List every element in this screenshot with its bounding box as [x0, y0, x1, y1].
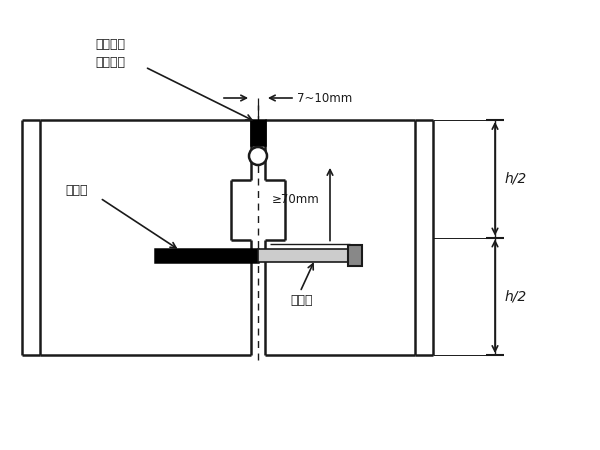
Circle shape: [249, 147, 267, 165]
Bar: [258, 248, 355, 261]
Text: 背村已条: 背村已条: [95, 55, 125, 68]
Text: 灌填缝料: 灌填缝料: [95, 39, 125, 51]
Text: h/2: h/2: [505, 289, 527, 303]
Bar: [155, 248, 258, 261]
Bar: [348, 244, 362, 266]
Text: ≥70mm: ≥70mm: [272, 193, 320, 206]
Text: 传力杆: 传力杆: [290, 293, 313, 306]
Text: h/2: h/2: [505, 172, 527, 186]
Text: 7~10mm: 7~10mm: [297, 91, 352, 104]
Bar: [251, 120, 265, 145]
Text: 涂沥青: 涂沥青: [65, 184, 88, 197]
